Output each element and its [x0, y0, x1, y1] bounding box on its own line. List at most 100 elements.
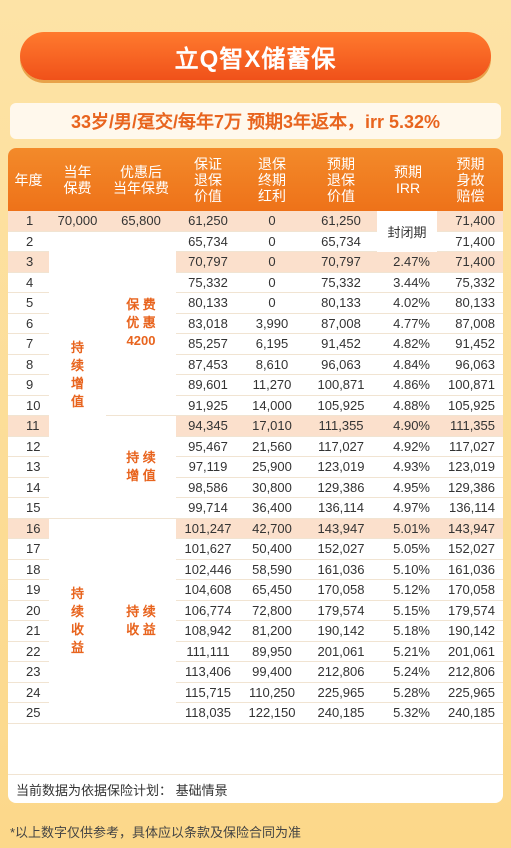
cell-death-benefit: 201,061 [448, 643, 495, 659]
header-expected-value: 预期 退保 价值 [327, 155, 355, 204]
table-row: 9 89,601 11,270 100,871 4.86% 100,871 [8, 375, 503, 396]
cell-death-benefit: 111,355 [449, 418, 495, 434]
table-row: 12 95,467 21,560 117,027 4.92% 117,027 [8, 437, 503, 457]
header-death-benefit: 预期 身故 赔偿 [456, 155, 485, 204]
header-discounted-premium: 优惠后 当年保费 [113, 163, 169, 196]
discount-group-premium-offer: 保 费优 惠 4200 [106, 231, 176, 415]
header-guaranteed-value: 保证 退保 价值 [194, 155, 222, 204]
table-row: 10 91,925 14,000 105,925 4.88% 105,925 [8, 396, 503, 416]
cell-death-benefit: 123,019 [448, 459, 495, 475]
cell-death-benefit: 80,133 [455, 295, 495, 311]
cell-year: 5 [26, 295, 34, 311]
cell-guaranteed-value: 95,467 [188, 438, 228, 454]
table-row: 21 108,942 81,200 190,142 5.18% 190,142 [8, 621, 503, 642]
cell-death-benefit: 96,063 [455, 356, 495, 372]
cell-guaranteed-value: 89,601 [188, 377, 228, 393]
cell-terminal-bonus: 14,000 [252, 397, 292, 413]
cell-death-benefit: 100,871 [448, 377, 495, 393]
cell-death-benefit: 71,400 [455, 254, 495, 270]
cell-expected-value: 105,925 [317, 397, 365, 413]
header-expected-irr: 预期 IRR [394, 163, 422, 196]
cell-expected-value: 91,452 [321, 336, 361, 352]
cell-death-benefit: 179,574 [448, 602, 495, 618]
cell-expected-value: 65,734 [321, 233, 361, 249]
cell-terminal-bonus: 0 [268, 295, 276, 311]
discount-group-growth: 持 续增 值 [106, 416, 176, 518]
cell-death-benefit: 190,142 [448, 623, 495, 639]
cell-guaranteed-value: 113,406 [184, 664, 232, 680]
cell-expected-irr: 5.15% [393, 602, 430, 618]
cell-expected-value: 80,133 [321, 295, 361, 311]
cell-terminal-bonus: 36,400 [252, 500, 292, 516]
cell-year: 24 [26, 684, 41, 700]
cell-guaranteed-value: 99,714 [188, 500, 228, 516]
cell-guaranteed-value: 101,627 [184, 541, 232, 557]
cell-year: 6 [26, 315, 34, 331]
cell-terminal-bonus: 21,560 [252, 438, 292, 454]
table-row: 7 85,257 6,195 91,452 4.82% 91,452 [8, 334, 503, 355]
cell-expected-value: 161,036 [317, 561, 365, 577]
banner-title: 立Q智X储蓄保 [20, 32, 491, 80]
cell-year: 19 [26, 582, 41, 598]
cell-guaranteed-value: 94,345 [188, 418, 228, 434]
table-body: 1 70,000 65,800 61,250 0 61,250 71,400 2 65,734 0… [8, 211, 503, 724]
cell-year: 20 [26, 602, 41, 618]
cell-expected-irr: 5.24% [393, 664, 430, 680]
cell-guaranteed-value: 102,446 [184, 561, 232, 577]
cell-expected-value: 96,063 [321, 356, 361, 372]
cell-year: 10 [26, 397, 41, 413]
cell-expected-irr: 5.05% [393, 541, 430, 557]
cell-guaranteed-value: 65,734 [188, 233, 228, 249]
cell-terminal-bonus: 30,800 [252, 479, 292, 495]
cell-expected-irr: 2.47% [393, 254, 430, 270]
closed-period-label: 封闭期 [377, 211, 437, 252]
cell-expected-irr: 5.32% [393, 705, 430, 721]
cell-terminal-bonus: 50,400 [252, 541, 292, 557]
table-row: 20 106,774 72,800 179,574 5.15% 179,574 [8, 601, 503, 621]
discount-group-income: 持 续收 益 [106, 518, 176, 723]
cell-year: 1 [26, 213, 34, 229]
cell-terminal-bonus: 42,700 [252, 520, 292, 536]
header-premium: 当年 保费 [63, 163, 92, 196]
cell-guaranteed-value: 104,608 [184, 582, 232, 598]
cell-death-benefit: 240,185 [448, 705, 495, 721]
cell-expected-value: 240,185 [317, 705, 365, 721]
cell-terminal-bonus: 58,590 [252, 561, 292, 577]
cell-death-benefit: 152,027 [448, 541, 495, 557]
cell-expected-value: 117,027 [317, 438, 365, 454]
cell-terminal-bonus: 3,990 [255, 315, 289, 331]
cell-terminal-bonus: 17,010 [252, 418, 292, 434]
cell-year: 18 [26, 561, 41, 577]
table-row: 14 98,586 30,800 129,386 4.95% 129,386 [8, 478, 503, 498]
cell-expected-irr: 4.97% [393, 500, 430, 516]
cell-expected-irr: 3.44% [393, 274, 430, 290]
header-terminal-bonus: 退保 终期 红利 [258, 155, 286, 204]
cell-year: 15 [26, 500, 41, 516]
cell-guaranteed-value: 87,453 [188, 356, 228, 372]
cell-expected-value: 190,142 [317, 623, 365, 639]
cell-year: 7 [26, 336, 34, 352]
table-row: 19 104,608 65,450 170,058 5.12% 170,058 [8, 580, 503, 601]
table-row: 24 115,715 110,250 225,965 5.28% 225,965 [8, 683, 503, 703]
cell-guaranteed-value: 101,247 [184, 520, 232, 536]
cell-terminal-bonus: 81,200 [252, 623, 292, 639]
cell-expected-irr: 4.82% [393, 336, 430, 352]
cell-death-benefit: 71,400 [455, 233, 495, 249]
table-row: 6 83,018 3,990 87,008 4.77% 87,008 [8, 314, 503, 334]
cell-guaranteed-value: 108,942 [184, 623, 232, 639]
cell-expected-value: 70,797 [321, 254, 361, 270]
table-row: 25 118,035 122,150 240,185 5.32% 240,185 [8, 703, 503, 724]
cell-guaranteed-value: 70,797 [188, 254, 228, 270]
cell-death-benefit: 212,806 [448, 664, 495, 680]
cell-guaranteed-value: 85,257 [188, 336, 228, 352]
table-row: 8 87,453 8,610 96,063 4.84% 96,063 [8, 355, 503, 375]
cell-expected-irr: 4.88% [393, 397, 430, 413]
cell-expected-value: 111,355 [318, 418, 364, 434]
cell-terminal-bonus: 8,610 [255, 356, 289, 372]
cell-expected-irr: 5.21% [393, 643, 430, 659]
cell-guaranteed-value: 75,332 [188, 274, 228, 290]
cell-year: 3 [26, 254, 34, 270]
cell-terminal-bonus: 99,400 [252, 664, 292, 680]
table-row: 13 97,119 25,900 123,019 4.93% 123,019 [8, 457, 503, 478]
cell-death-benefit: 91,452 [455, 336, 495, 352]
